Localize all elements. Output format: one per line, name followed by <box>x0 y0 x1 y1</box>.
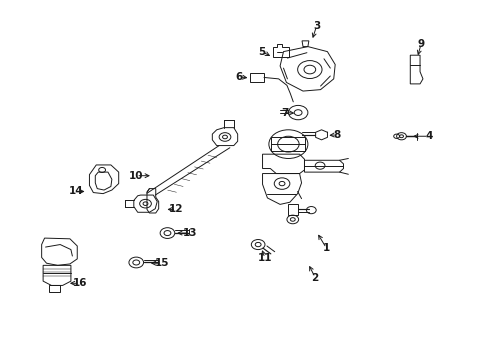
Text: 13: 13 <box>182 228 197 238</box>
Text: 1: 1 <box>322 243 329 253</box>
Text: 16: 16 <box>72 278 87 288</box>
Text: 8: 8 <box>333 130 340 140</box>
Text: 6: 6 <box>235 72 242 82</box>
Text: 15: 15 <box>154 258 168 268</box>
Text: 9: 9 <box>417 40 424 49</box>
Text: 2: 2 <box>311 273 318 283</box>
Text: 12: 12 <box>169 204 183 215</box>
Text: 14: 14 <box>69 186 83 197</box>
Text: 7: 7 <box>280 108 287 118</box>
Text: 3: 3 <box>312 21 320 31</box>
Text: 10: 10 <box>129 171 143 181</box>
Text: 11: 11 <box>257 253 272 263</box>
Text: 5: 5 <box>258 46 265 57</box>
Text: 4: 4 <box>424 131 431 141</box>
